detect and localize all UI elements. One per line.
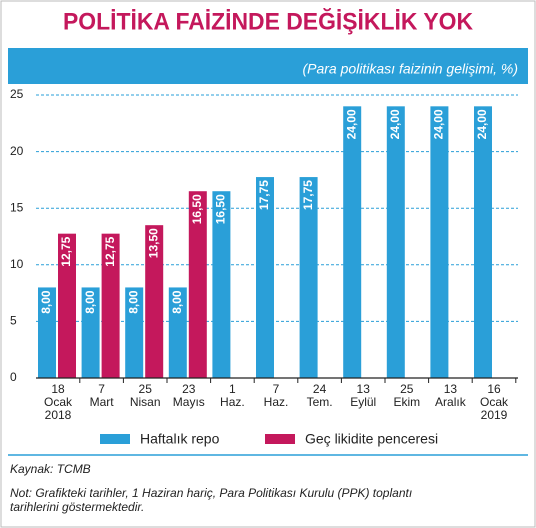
x-tick-label-line: Eylül [350,395,376,409]
x-tick-label-line: Ocak [480,395,509,409]
x-tick-label-line: 7 [98,382,105,396]
x-tick-label: 7 Mart [90,382,115,409]
y-tick-label: 20 [10,144,24,158]
y-tick-label: 0 [10,370,17,384]
x-tick-label-line: 1 [229,382,236,396]
value-label: 17,75 [301,180,315,210]
y-tick-label: 15 [10,200,24,214]
bar [256,177,274,378]
legend-label: Geç likidite penceresi [305,431,438,447]
x-tick-label-line: 25 [139,382,153,396]
x-tick-label-line: Ocak [44,395,73,409]
bar [145,225,164,378]
subtitle: (Para politikası faizinin gelişimi, %) [302,61,518,77]
x-tick-label-line: Nisan [130,395,161,409]
x-tick-label: 23 Mayıs [173,382,205,409]
x-tick-label-line: Tem. [307,395,333,409]
banner [8,48,528,84]
x-tick-label-line: 2018 [45,408,72,422]
x-tick-label-line: 13 [444,382,458,396]
y-tick-label: 25 [10,87,24,101]
x-tick-label-line: 7 [273,382,280,396]
y-tick-label: 10 [10,257,24,271]
value-label: 8,00 [126,290,140,314]
value-label: 8,00 [170,290,184,314]
legend-label: Haftalık repo [140,431,220,447]
x-tick-label-line: 18 [51,382,65,396]
x-tick-label: 25 Nisan [130,382,161,409]
x-tick-label-line: Ekim [393,395,420,409]
legend-swatch [100,434,130,444]
value-label: 17,75 [257,180,271,210]
bar [386,106,405,378]
x-tick-label-line: 16 [487,382,501,396]
chart-title: POLİTİKA FAİZİNDE DEĞİŞİKLİK YOK [63,7,474,35]
bar [299,177,318,378]
bar [168,287,187,378]
bar [212,191,231,378]
bar [38,287,56,378]
x-tick-label-line: Mayıs [173,395,205,409]
x-tick-label: 18 Ocak 2018 [44,382,73,422]
bar [125,287,144,378]
value-label: 16,50 [190,194,204,224]
value-label: 12,75 [103,236,117,266]
note: tarihlerini göstermektedir. [10,500,144,514]
y-tick-label: 5 [10,314,17,328]
value-label: 24,00 [432,109,446,139]
x-tick-label-line: 2019 [481,408,508,422]
value-label: 24,00 [344,109,358,139]
value-label: 13,50 [146,228,160,258]
x-tick-label: 16 Ocak 2019 [480,382,509,422]
x-tick-label-line: 23 [182,382,196,396]
note: Not: Grafikteki tarihler, 1 Haziran hari… [10,486,412,500]
legend-swatch [265,434,295,444]
value-label: 12,75 [59,236,73,266]
value-label: 8,00 [83,290,97,314]
bar [343,106,362,378]
bar [58,233,76,378]
x-tick-label: 7 Haz. [264,382,289,409]
x-tick-label: 13 Aralık [435,382,467,409]
x-tick-label: 25 Ekim [393,382,420,409]
x-tick-label-line: 24 [313,382,327,396]
source: Kaynak: TCMB [10,462,91,476]
bar [474,106,492,378]
x-tick-label-line: Haz. [264,395,289,409]
x-tick-label: 13 Eylül [350,382,376,409]
x-tick-label: 24 Tem. [307,382,333,409]
x-tick-label-line: 25 [400,382,414,396]
x-tick-label: 1 Haz. [220,382,245,409]
x-tick-label-line: Mart [90,395,115,409]
value-label: 24,00 [475,109,489,139]
value-label: 16,50 [214,194,228,224]
value-label: 8,00 [39,290,53,314]
bar [81,287,100,378]
bar [188,191,207,378]
value-label: 24,00 [388,109,402,139]
x-tick-label-line: Aralık [435,395,467,409]
bar [430,106,449,378]
x-tick-label-line: Haz. [220,395,245,409]
x-tick-label-line: 13 [357,382,371,396]
bar [101,233,120,378]
